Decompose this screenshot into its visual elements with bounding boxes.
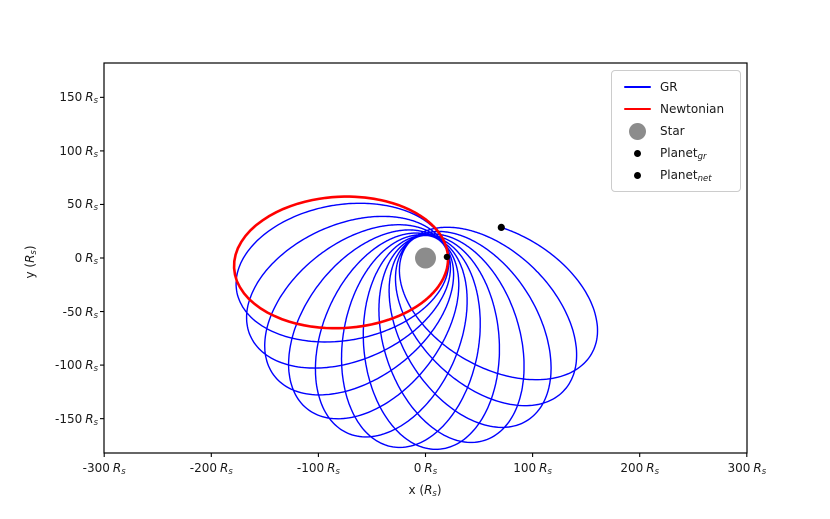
legend-item-planetgr: Planetgr bbox=[621, 143, 731, 163]
legend: GR Newtonian Star Planetgr Planetnet bbox=[611, 70, 741, 192]
y-axis-label: y (Rs) bbox=[23, 245, 39, 279]
planetnet-dot-icon bbox=[633, 171, 641, 179]
x-axis-label: x (Rs) bbox=[408, 483, 442, 499]
legend-item-label-sub: net bbox=[697, 174, 712, 184]
legend-item-newtonian: Newtonian bbox=[621, 99, 731, 119]
legend-dot-sample bbox=[621, 122, 653, 140]
planet-gr-marker bbox=[497, 223, 505, 231]
x-axis-unit-sub: s bbox=[432, 489, 437, 499]
y-axis-label-pre: y ( bbox=[23, 262, 37, 279]
planet-net-marker bbox=[443, 253, 451, 261]
legend-item-label-text: Planet bbox=[660, 146, 698, 160]
legend-item-label: GR bbox=[660, 80, 678, 94]
orbit-curves bbox=[232, 195, 599, 450]
axis-ticks bbox=[100, 96, 748, 457]
legend-item-gr: GR bbox=[621, 77, 731, 97]
legend-item-label: Planetnet bbox=[660, 168, 712, 184]
x-axis-label-post: ) bbox=[436, 483, 442, 497]
legend-line-sample bbox=[621, 86, 653, 88]
legend-line-sample bbox=[621, 108, 653, 110]
legend-item-label-text: Star bbox=[660, 124, 685, 138]
legend-item-label-text: Planet bbox=[660, 168, 698, 182]
y-axis-unit-symbol: R bbox=[23, 254, 37, 263]
legend-dot-sample bbox=[621, 149, 653, 157]
y-axis-unit-sub: s bbox=[29, 250, 39, 255]
y-axis-label-post: ) bbox=[23, 245, 37, 251]
gr-line-icon bbox=[623, 86, 651, 88]
legend-item-label: Star bbox=[660, 124, 685, 138]
star-marker bbox=[415, 247, 436, 269]
gr-orbit-curve bbox=[235, 202, 599, 450]
legend-item-label-sub: gr bbox=[697, 152, 707, 162]
x-axis-unit-symbol: R bbox=[424, 483, 433, 497]
legend-item-label: Planetgr bbox=[660, 146, 707, 162]
legend-item-planetnet: Planetnet bbox=[621, 165, 731, 185]
legend-dot-sample bbox=[621, 171, 653, 179]
legend-item-label: Newtonian bbox=[660, 102, 724, 116]
x-axis-label-pre: x ( bbox=[408, 483, 425, 497]
legend-item-star: Star bbox=[621, 121, 731, 141]
newtonian-line-icon bbox=[623, 108, 651, 110]
newtonian-orbit-curve bbox=[232, 195, 450, 330]
planetgr-dot-icon bbox=[633, 149, 641, 157]
legend-item-label-text: Newtonian bbox=[660, 102, 725, 116]
star-dot-icon bbox=[628, 122, 646, 140]
legend-item-label-text: GR bbox=[660, 80, 678, 94]
